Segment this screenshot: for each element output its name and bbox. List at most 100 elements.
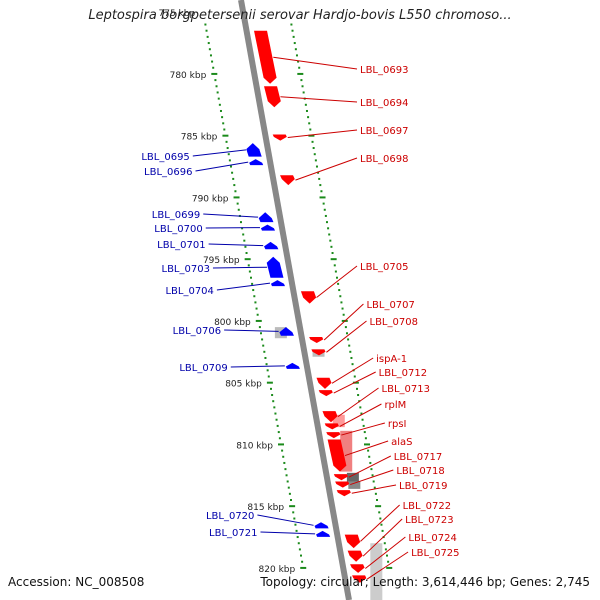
gene-LBL_0719 — [336, 490, 351, 497]
label-leader — [216, 282, 271, 291]
scale-ticks-left — [204, 23, 307, 569]
label-leader — [366, 551, 409, 580]
label-leader — [360, 504, 400, 542]
pseudogene-block — [348, 481, 361, 489]
gene-LBL_0706 — [279, 327, 294, 336]
label-leader — [208, 243, 264, 247]
gene-LBL_0703 — [266, 256, 284, 278]
gene-label-LBL_0712: LBL_0712 — [379, 368, 427, 379]
label-leader — [362, 518, 403, 557]
chromosome-title: Leptospira borgpetersenii serovar Hardjo… — [88, 8, 512, 23]
gene-LBL_0704 — [270, 280, 286, 287]
gene-LBL_0701 — [264, 241, 279, 250]
gene-LBL_0712 — [318, 390, 333, 397]
label-leader — [280, 96, 358, 103]
gene-label-LBL_0704: LBL_0704 — [165, 286, 213, 297]
gene-LBL_0700 — [260, 224, 276, 231]
gene-label-LBL_0721: LBL_0721 — [209, 528, 257, 539]
scale-label: 775 kbp — [159, 9, 196, 19]
gene-LBL_0697 — [272, 134, 287, 141]
label-leader — [337, 387, 379, 418]
gene-label-LBL_0717: LBL_0717 — [394, 452, 442, 463]
label-leader — [351, 484, 397, 494]
gene-label-LBL_0706: LBL_0706 — [173, 326, 221, 337]
label-leader — [365, 536, 406, 569]
gene-LBL_0721 — [316, 530, 331, 537]
gene-LBL_0693 — [254, 30, 277, 84]
gene-label-LBL_0700: LBL_0700 — [154, 224, 202, 235]
scale-label: 815 kbp — [247, 503, 284, 513]
gene-LBL_0722 — [344, 534, 361, 549]
scale-label: 820 kbp — [259, 565, 296, 575]
genome-summary: Topology: circular; Length: 3,614,446 bp… — [260, 575, 590, 589]
gene-label-LBL_0719: LBL_0719 — [399, 481, 447, 492]
gene-label-LBL_0694: LBL_0694 — [360, 98, 408, 109]
gene-label-LBL_0718: LBL_0718 — [396, 466, 444, 477]
label-leader — [295, 157, 358, 181]
gene-LBL_0713 — [322, 411, 338, 423]
gene-label-LBL_0701: LBL_0701 — [157, 240, 205, 251]
gene-alaS — [327, 439, 347, 472]
gene-label-LBL_0709: LBL_0709 — [179, 363, 227, 374]
scale-label: 790 kbp — [192, 194, 229, 204]
gene-label-LBL_0720: LBL_0720 — [206, 511, 254, 522]
gene-label-rpsI: rpsI — [388, 419, 407, 430]
label-leader — [195, 161, 249, 172]
label-leader — [326, 320, 367, 353]
gene-ispA-1 — [316, 377, 332, 389]
gene-label-LBL_0722: LBL_0722 — [403, 501, 451, 512]
gene-rplM — [324, 423, 339, 430]
label-leader — [212, 266, 268, 269]
gene-rpsI — [326, 432, 341, 439]
gene-LBL_0725 — [352, 575, 367, 583]
scale-label: 800 kbp — [214, 318, 251, 328]
gene-LBL_0698 — [280, 175, 295, 186]
gene-label-LBL_0703: LBL_0703 — [162, 264, 210, 275]
gene-label-LBL_0695: LBL_0695 — [141, 152, 189, 163]
gene-label-LBL_0697: LBL_0697 — [360, 126, 408, 137]
label-leaders — [192, 56, 409, 580]
gene-LBL_0724 — [350, 564, 365, 573]
gene-label-LBL_0698: LBL_0698 — [360, 154, 408, 165]
label-leader — [287, 129, 358, 139]
gene-features — [246, 30, 367, 583]
gene-LBL_0694 — [264, 86, 281, 108]
gene-label-LBL_0699: LBL_0699 — [152, 210, 200, 221]
label-leader — [344, 440, 389, 457]
scale-label: 780 kbp — [170, 71, 207, 81]
gene-label-LBL_0708: LBL_0708 — [370, 317, 418, 328]
label-leader — [323, 303, 364, 341]
label-leader — [224, 329, 279, 332]
scale-labels: 775 kbp 780 kbp 785 kbp 790 kbp 795 kbp 800 k… — [159, 9, 296, 575]
chromosome-backbone — [238, 0, 352, 600]
gene-LBL_0707 — [309, 336, 324, 343]
gene-label-rplM: rplM — [384, 400, 406, 411]
gene-label-LBL_0724: LBL_0724 — [408, 533, 456, 544]
scale-label: 805 kbp — [225, 380, 262, 390]
accession-text: Accession: NC_008508 — [8, 575, 145, 589]
label-leader — [348, 455, 392, 478]
gene-LBL_0699 — [258, 212, 274, 223]
gene-LBL_0696 — [249, 159, 264, 166]
gene-LBL_0723 — [347, 550, 363, 562]
label-leader — [339, 403, 382, 427]
gene-label-LBL_0713: LBL_0713 — [382, 384, 430, 395]
gene-label-LBL_0696: LBL_0696 — [144, 167, 192, 178]
gene-label-LBL_0705: LBL_0705 — [360, 262, 408, 273]
gene-label-LBL_0707: LBL_0707 — [366, 300, 414, 311]
gene-LBL_0705 — [300, 291, 317, 304]
gene-LBL_0717 — [333, 474, 348, 481]
scale-label: 810 kbp — [236, 441, 273, 451]
gene-LBL_0709 — [285, 362, 300, 369]
label-leader — [260, 531, 316, 535]
label-leader — [331, 357, 374, 384]
pseudogene-block — [346, 472, 359, 482]
gene-LBL_0695 — [246, 143, 262, 157]
gene-labels: LBL_0693 LBL_0694 LBL_0697 LBL_0698 LBL_0705… — [141, 65, 459, 559]
gene-label-LBL_0723: LBL_0723 — [405, 515, 453, 526]
label-leader — [192, 149, 247, 157]
label-leader — [341, 422, 385, 436]
gene-LBL_0708 — [311, 349, 326, 356]
scale-label: 785 kbp — [181, 133, 218, 143]
